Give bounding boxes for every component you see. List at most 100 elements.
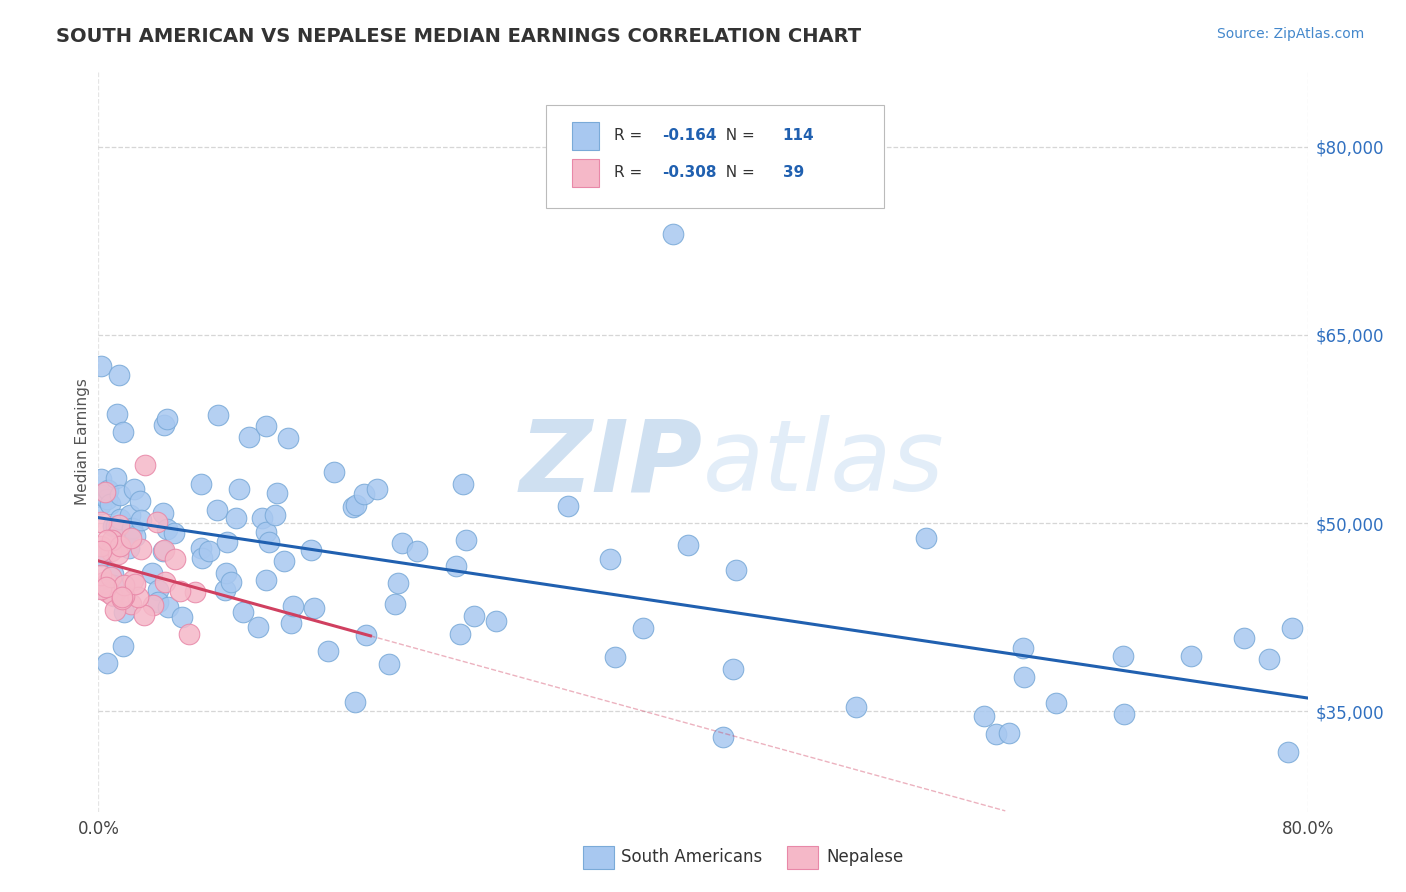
Point xyxy=(97,584,120,599)
Point xyxy=(169,583,191,598)
Point xyxy=(1180,648,1202,663)
Point xyxy=(104,603,127,617)
Point xyxy=(111,425,134,440)
Point xyxy=(353,487,375,501)
Bar xyxy=(572,121,599,150)
Y-axis label: Median Earnings: Median Earnings xyxy=(75,378,90,505)
Point xyxy=(225,510,247,524)
Point xyxy=(254,525,277,540)
Point xyxy=(90,359,112,374)
Point xyxy=(103,589,125,603)
Point xyxy=(215,566,238,581)
Point xyxy=(1281,621,1303,635)
Point xyxy=(250,510,273,524)
Text: 114: 114 xyxy=(783,128,814,144)
Point xyxy=(631,621,654,635)
Point xyxy=(1045,696,1067,710)
Point xyxy=(1112,649,1135,664)
Point xyxy=(97,483,120,498)
Point xyxy=(90,549,112,563)
Point xyxy=(122,573,145,587)
Point xyxy=(343,695,366,709)
Point xyxy=(283,599,305,614)
Text: 39: 39 xyxy=(783,165,804,180)
Point xyxy=(142,598,165,612)
Point xyxy=(112,605,135,619)
Point xyxy=(152,506,174,520)
Point xyxy=(998,725,1021,739)
Point xyxy=(198,544,221,558)
Point xyxy=(266,486,288,500)
Point xyxy=(302,601,325,615)
Text: Nepalese: Nepalese xyxy=(827,848,904,866)
Point xyxy=(146,595,169,609)
Point xyxy=(973,709,995,723)
Point xyxy=(105,407,128,421)
Point xyxy=(354,627,377,641)
Point xyxy=(1012,670,1035,684)
Point xyxy=(299,543,322,558)
Point xyxy=(316,644,339,658)
Point xyxy=(94,485,117,500)
Point xyxy=(101,533,124,547)
Point xyxy=(456,533,478,547)
Text: -0.164: -0.164 xyxy=(662,128,717,144)
Point xyxy=(157,599,180,614)
Point xyxy=(162,525,184,540)
Point xyxy=(108,539,131,553)
Point xyxy=(110,488,132,502)
Point xyxy=(108,518,131,533)
Point xyxy=(391,536,413,550)
Point xyxy=(463,609,485,624)
Point xyxy=(103,578,125,592)
Point xyxy=(603,649,626,664)
Point xyxy=(725,563,748,577)
Point xyxy=(207,409,229,423)
Point xyxy=(711,730,734,744)
Point xyxy=(90,567,112,582)
Point xyxy=(228,482,250,496)
Point xyxy=(190,477,212,491)
Point xyxy=(238,430,260,444)
Point xyxy=(156,412,179,426)
Point xyxy=(107,547,129,561)
Point xyxy=(145,515,167,529)
Point xyxy=(127,591,149,605)
Point xyxy=(101,588,124,602)
Point xyxy=(172,610,194,624)
Point xyxy=(110,592,132,607)
Point xyxy=(118,541,141,555)
Point xyxy=(118,508,141,522)
Point xyxy=(152,544,174,558)
Point xyxy=(96,491,118,506)
Point xyxy=(110,512,132,526)
Point xyxy=(179,627,201,641)
Point xyxy=(96,657,118,671)
Point xyxy=(280,615,302,630)
Point xyxy=(124,528,146,542)
Point xyxy=(90,472,112,486)
Point xyxy=(91,582,114,597)
Point xyxy=(96,533,118,548)
Point xyxy=(100,543,122,558)
Point xyxy=(134,458,156,473)
Point xyxy=(98,497,121,511)
Text: Source: ZipAtlas.com: Source: ZipAtlas.com xyxy=(1216,27,1364,41)
Point xyxy=(152,542,174,557)
Point xyxy=(120,531,142,545)
Point xyxy=(112,589,135,603)
Text: R =: R = xyxy=(613,165,647,180)
Point xyxy=(121,522,143,536)
Point xyxy=(90,582,112,596)
Point xyxy=(387,576,409,591)
Point xyxy=(484,614,506,628)
Point xyxy=(129,541,152,556)
FancyBboxPatch shape xyxy=(546,104,884,209)
Point xyxy=(129,513,152,527)
Point xyxy=(845,699,868,714)
Point xyxy=(406,543,429,558)
Point xyxy=(90,544,112,558)
Point xyxy=(191,551,214,566)
Point xyxy=(322,465,344,479)
Point xyxy=(254,573,277,587)
